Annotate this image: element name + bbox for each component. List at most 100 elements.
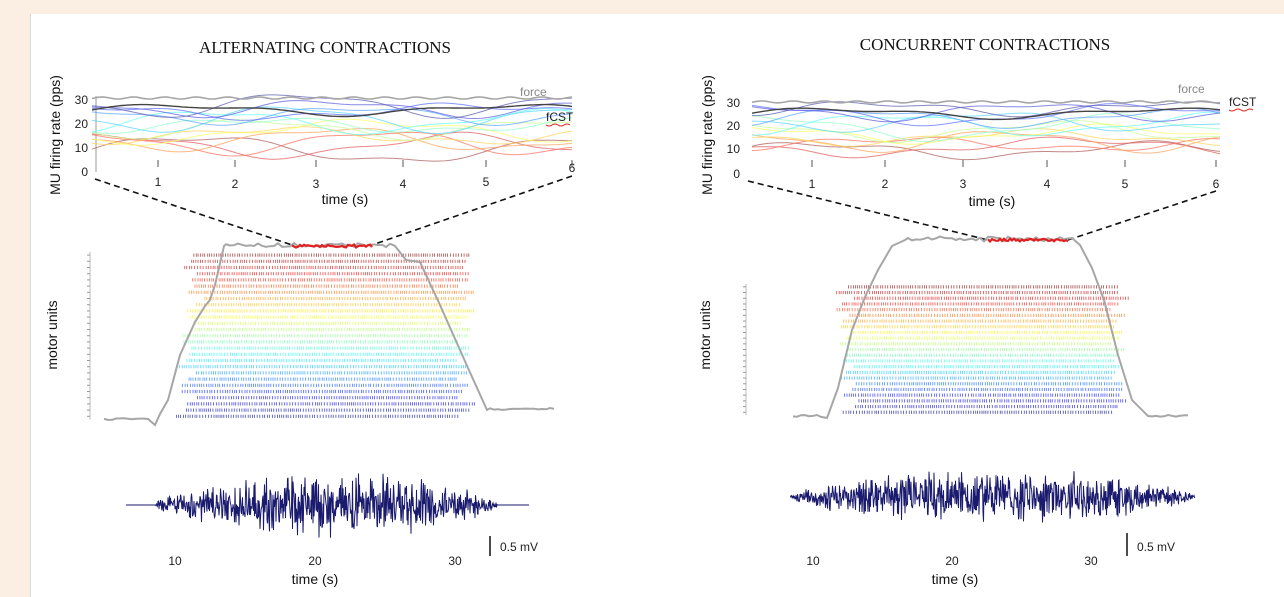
emg-xlabel: time (s) (292, 571, 339, 587)
mu-spike-train (192, 278, 468, 282)
mu-raster (87, 252, 475, 420)
emg-xtick-label: 10 (806, 554, 820, 568)
mu-spike-train (841, 302, 1119, 306)
mu-spike-train (178, 365, 469, 369)
mu-spike-train (853, 365, 1123, 369)
fr-trace (751, 100, 1221, 104)
mu-spike-train (188, 290, 474, 294)
fr-trace (91, 119, 573, 141)
mu-spike-train (841, 376, 1112, 380)
fr-xtick-label: 1 (155, 175, 162, 189)
fr-ytick-label: 10 (727, 142, 741, 156)
mu-spike-train (193, 253, 470, 257)
mu-spike-train (185, 408, 470, 412)
fr-xticks (157, 160, 573, 167)
fr-ylabel: MU firing rate (pps) (699, 75, 715, 195)
mu-spike-train (843, 359, 1114, 363)
label-fcst: fCST (546, 110, 574, 124)
fr-xtick-label: 6 (1213, 177, 1220, 191)
mu-spike-train (195, 321, 461, 325)
fr-trace (91, 117, 573, 134)
label-fcst: fCST (1229, 95, 1257, 109)
mu-spike-train (196, 303, 461, 307)
raster-ylabel: motor units (44, 300, 60, 369)
fr-ylabel: MU firing rate (pps) (47, 75, 63, 195)
fr-xtick-label: 4 (400, 177, 407, 191)
mu-spike-train (836, 290, 1118, 295)
mu-spike-train (182, 334, 468, 338)
mu-spike-train (836, 308, 1111, 312)
mu-spike-train (204, 296, 466, 301)
mu-spike-train (847, 347, 1125, 352)
emg-xlabel: time (s) (932, 571, 979, 587)
mu-spike-train (842, 410, 1113, 414)
fr-trace (751, 104, 1221, 123)
emg-xtick-label: 20 (945, 554, 959, 568)
raster-ylabel: motor units (697, 300, 713, 369)
mu-spike-train (841, 325, 1114, 329)
mu-spike-train (191, 346, 469, 350)
mu-spike-train (187, 402, 475, 406)
fr-trace (91, 96, 573, 100)
fr-trace (751, 107, 1221, 121)
fr-ytick-label: 0 (81, 165, 88, 179)
mu-spike-train (186, 309, 474, 313)
fr-xlabel: time (s) (322, 191, 369, 207)
fr-ytick-label: 30 (75, 93, 89, 107)
mu-spike-train (191, 327, 470, 332)
mu-spike-train (197, 396, 458, 400)
fr-trace (91, 131, 573, 157)
fr-traces (751, 100, 1221, 161)
mu-spike-train (848, 285, 1118, 289)
emg-xtick-label: 20 (308, 554, 322, 568)
fr-xtick-label: 5 (483, 175, 490, 189)
mu-spike-train (858, 399, 1126, 403)
fcst-underline (545, 123, 571, 127)
panel-alternating: ALTERNATING CONTRACTIONS MU firing rate … (44, 38, 576, 587)
mu-spike-train (197, 272, 469, 276)
fr-trace (91, 100, 572, 119)
fr-ytick-label: 20 (727, 119, 741, 133)
fr-traces (91, 94, 573, 162)
fr-xtick-label: 6 (569, 161, 576, 175)
mu-spike-train (184, 265, 464, 270)
mu-spike-train (852, 387, 1123, 392)
fr-xtick-label: 2 (882, 177, 889, 191)
fr-trace (91, 137, 572, 162)
mu-spike-train (855, 404, 1118, 409)
mu-spike-train (850, 330, 1122, 335)
fr-trace (91, 118, 573, 146)
mu-spike-train (195, 371, 468, 375)
mu-spike-train (189, 352, 469, 356)
panel-title: ALTERNATING CONTRACTIONS (199, 38, 451, 57)
fcst-underline (1228, 108, 1254, 112)
fr-ytick-label: 20 (75, 117, 89, 131)
fr-trace (751, 136, 1221, 152)
mu-spike-train (845, 370, 1115, 374)
zoom-line-left (747, 180, 989, 241)
fr-trace (91, 108, 573, 135)
mu-spike-train (844, 393, 1120, 397)
fr-xtick-label: 3 (960, 177, 967, 191)
fr-xtick-label: 1 (809, 177, 816, 191)
emg-xtick-label: 10 (168, 554, 182, 568)
mu-spike-train (176, 414, 459, 418)
fr-trace (751, 136, 1221, 159)
fr-ytick-label: 30 (727, 96, 741, 110)
mu-spike-train (845, 353, 1117, 357)
mu-spike-train (181, 383, 468, 387)
mu-spike-train (186, 358, 457, 363)
fr-xtick-label: 3 (313, 177, 320, 191)
zoom-line-right (371, 175, 573, 246)
emg-xtick-label: 30 (1084, 554, 1098, 568)
fr-ytick-label: 0 (733, 167, 740, 181)
emg-xtick-label: 30 (448, 554, 462, 568)
mu-spike-train (181, 389, 462, 394)
emg-trace (789, 471, 1196, 523)
force-highlight (987, 237, 1069, 244)
label-force: force (1178, 82, 1205, 96)
mu-spike-train (183, 340, 458, 344)
mu-spike-train (855, 382, 1123, 386)
mu-spike-train (191, 259, 466, 263)
fr-xtick-label: 4 (1044, 177, 1051, 191)
